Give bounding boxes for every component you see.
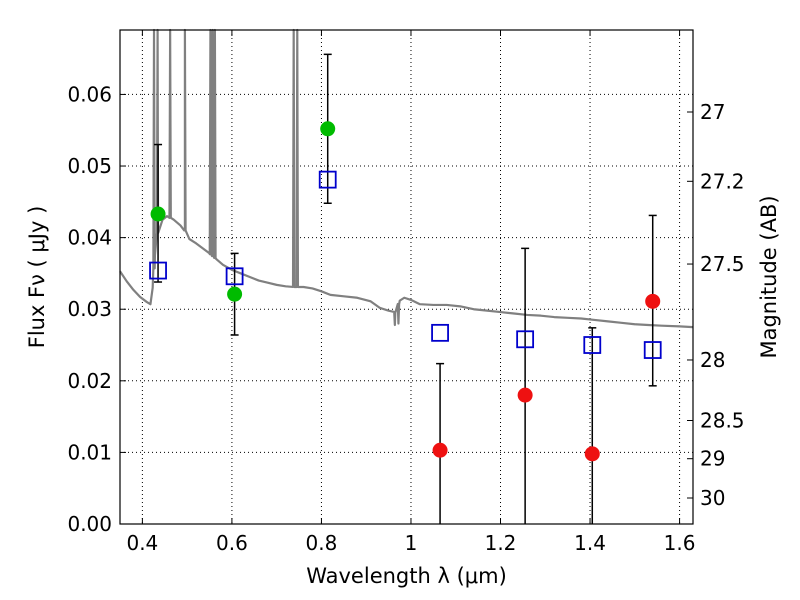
lowsn-point	[584, 446, 600, 462]
detection-point	[320, 121, 336, 137]
model-sed-line	[119, 28, 694, 329]
model-photometry-square	[318, 170, 337, 189]
model-photometry-square	[516, 330, 535, 349]
y-tick-label: 0.03	[67, 297, 112, 321]
mag-tick-label: 28.5	[700, 409, 745, 433]
y-tick-label: 0.06	[67, 82, 112, 106]
mag-tick-label: 29	[700, 447, 725, 471]
y-axis-label: Flux Fν ( μJy )	[25, 206, 49, 349]
mag-tick-label: 27.2	[700, 169, 745, 193]
x-tick-label: 0.6	[216, 531, 248, 555]
plot-frame	[119, 29, 694, 525]
data-markers	[149, 121, 662, 462]
y-tick-label: 0.04	[67, 226, 112, 250]
detection-point	[150, 206, 166, 222]
x-tick-label: 0.4	[126, 531, 158, 555]
y-tick-label: 0.01	[67, 440, 112, 464]
mag-tick-label: 27.5	[700, 252, 745, 276]
y-tick-label: 0.00	[67, 512, 112, 536]
model-photometry-square	[225, 267, 244, 286]
x-tick-label: 1	[405, 531, 418, 555]
model-spectrum	[119, 28, 694, 329]
model-photometry-square	[149, 261, 167, 280]
x-tick-label: 0.8	[306, 531, 338, 555]
lowsn-point	[517, 387, 533, 403]
lowsn-point	[645, 293, 661, 309]
detection-point	[227, 286, 243, 302]
x-axis-label: Wavelength λ (μm)	[306, 564, 507, 588]
x-tick-label: 1.2	[485, 531, 517, 555]
mag-tick-label: 27	[700, 100, 725, 124]
x-tick-label: 1.6	[664, 531, 696, 555]
mag-tick-label: 28	[700, 348, 725, 372]
axis-ticks: 0.4 0.6 0.8 1 1.2 1.4 1.6 0.00 0.01 0.02 0.03 0.04 0…	[67, 30, 745, 555]
y-tick-label: 0.05	[67, 154, 112, 178]
model-photometry-square	[431, 323, 449, 342]
model-photometry-square	[643, 341, 662, 359]
model-photometry-square	[583, 336, 602, 354]
lowsn-point	[432, 442, 448, 458]
y-tick-label: 0.02	[67, 369, 112, 393]
x-tick-label: 1.4	[574, 531, 606, 555]
magnitude-axis-label: Magnitude (AB)	[757, 195, 781, 358]
mag-tick-label: 30	[700, 486, 725, 510]
